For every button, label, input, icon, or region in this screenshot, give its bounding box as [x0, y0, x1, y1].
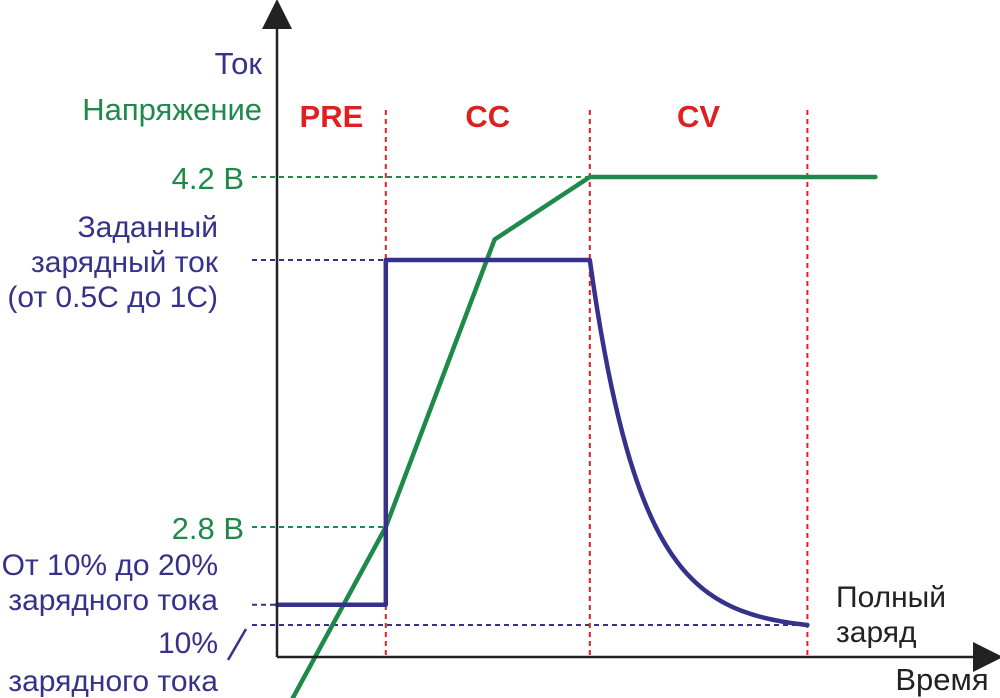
- axes: [262, 0, 1000, 672]
- label-pre-current-line-0: От 10% до 20%: [2, 549, 218, 582]
- tick-label-4-2v: 4.2 В: [172, 161, 244, 196]
- guide-lines: [226, 176, 808, 661]
- label-set-current-line-2: (от 0.5C до 1C): [7, 281, 218, 314]
- phase-label-cv: CV: [677, 99, 720, 134]
- series-lines: [274, 174, 878, 698]
- end-current-leader: [226, 628, 248, 661]
- annotation-full-charge-line-1: заряд: [836, 616, 917, 649]
- series-voltage-line: [290, 174, 878, 698]
- x-axis-label: Время: [895, 662, 988, 697]
- tick-label-2-8v: 2.8 В: [172, 511, 244, 546]
- phase-label-pre: PRE: [300, 99, 364, 134]
- label-set-current-line-1: зарядный ток: [31, 246, 219, 279]
- label-pre-current-line-1: зарядного тока: [8, 584, 218, 617]
- phase-label-cc: CC: [465, 99, 510, 134]
- y-axis-label-current: Ток: [215, 46, 263, 81]
- label-end-current-line-0: 10%: [158, 627, 218, 660]
- label-end-current-line-1: зарядного тока: [8, 665, 218, 698]
- y-axis-label-voltage: Напряжение: [82, 92, 262, 127]
- phase-dividers: [384, 110, 809, 657]
- annotation-full-charge-line-0: Полный: [836, 581, 946, 614]
- label-set-current-line-0: Заданный: [78, 211, 218, 244]
- series-current-line: [274, 257, 810, 628]
